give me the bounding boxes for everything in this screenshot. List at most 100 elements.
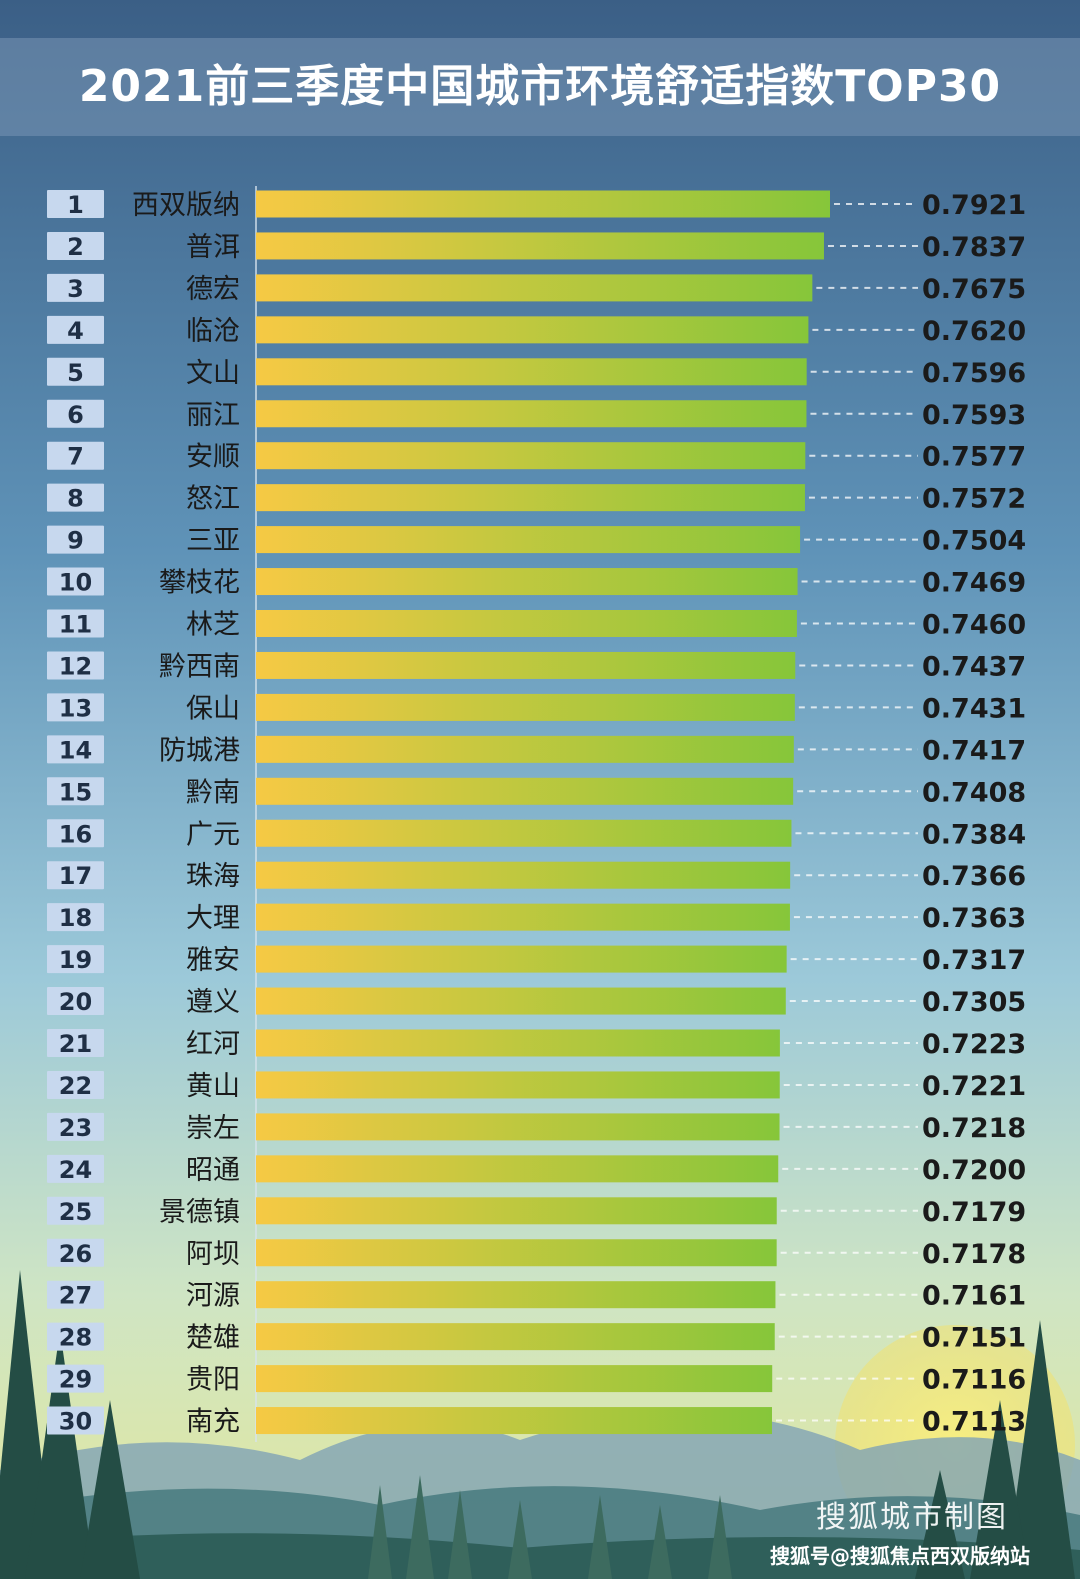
rank-label: 30 bbox=[59, 1408, 92, 1436]
rank-box bbox=[47, 399, 104, 428]
value-label: 0.7178 bbox=[922, 1239, 1026, 1270]
bar bbox=[256, 610, 797, 637]
value-label: 0.7161 bbox=[922, 1281, 1026, 1312]
rank-box bbox=[47, 1112, 104, 1141]
category-label: 黔西南 bbox=[159, 651, 240, 682]
category-label: 林芝 bbox=[186, 610, 240, 641]
bar-row: 24 昭通 0.7200 bbox=[47, 1154, 1026, 1186]
category-label: 广元 bbox=[186, 819, 240, 850]
bar-row: 1 西双版纳 0.7921 bbox=[47, 190, 1026, 221]
value-label: 0.7431 bbox=[922, 693, 1026, 724]
rank-box bbox=[47, 777, 104, 806]
value-label: 0.7837 bbox=[922, 232, 1026, 263]
category-label: 楚雄 bbox=[186, 1323, 240, 1354]
value-label: 0.7221 bbox=[922, 1071, 1026, 1102]
rank-label: 8 bbox=[67, 485, 84, 513]
value-label: 0.7151 bbox=[922, 1323, 1026, 1354]
bar-row: 12 黔西南 0.7437 bbox=[47, 651, 1026, 682]
bar-row: 19 雅安 0.7317 bbox=[47, 945, 1026, 976]
bar-row: 10 攀枝花 0.7469 bbox=[47, 567, 1026, 599]
value-label: 0.7460 bbox=[922, 610, 1026, 641]
rank-box bbox=[47, 273, 104, 302]
source-credit: 搜狐城市制图 bbox=[816, 1500, 1008, 1535]
value-label: 0.7437 bbox=[922, 651, 1026, 682]
category-label: 安顺 bbox=[186, 442, 240, 473]
category-label: 阿坝 bbox=[186, 1239, 240, 1270]
bar bbox=[256, 1281, 776, 1309]
rank-box bbox=[47, 903, 104, 932]
bar bbox=[256, 568, 798, 596]
bar bbox=[256, 861, 791, 889]
rank-label: 2 bbox=[67, 233, 84, 261]
category-label: 保山 bbox=[186, 693, 240, 724]
bar bbox=[256, 1029, 780, 1057]
bar bbox=[256, 316, 809, 344]
value-label: 0.7620 bbox=[922, 316, 1026, 347]
value-label: 0.7593 bbox=[922, 400, 1026, 431]
bar bbox=[256, 232, 824, 260]
value-label: 0.7200 bbox=[922, 1155, 1026, 1186]
rank-box bbox=[47, 651, 104, 680]
value-label: 0.7218 bbox=[922, 1113, 1026, 1144]
rank-label: 21 bbox=[59, 1030, 92, 1058]
category-label: 贵阳 bbox=[186, 1365, 240, 1396]
bar-row: 23 崇左 0.7218 bbox=[47, 1112, 1026, 1144]
rank-label: 10 bbox=[59, 569, 92, 597]
bar-row: 22 黄山 0.7221 bbox=[47, 1070, 1026, 1102]
value-label: 0.7417 bbox=[922, 735, 1026, 766]
title-band bbox=[0, 38, 1080, 136]
rank-box bbox=[47, 609, 104, 638]
value-label: 0.7384 bbox=[922, 819, 1026, 850]
category-label: 三亚 bbox=[186, 526, 240, 557]
bar bbox=[256, 484, 805, 512]
category-label: 西双版纳 bbox=[132, 190, 240, 221]
rank-label: 14 bbox=[59, 736, 92, 764]
category-label: 防城港 bbox=[159, 735, 240, 766]
value-label: 0.7305 bbox=[922, 987, 1026, 1018]
value-label: 0.7116 bbox=[922, 1365, 1026, 1396]
value-label: 0.7572 bbox=[922, 484, 1026, 515]
rank-box bbox=[47, 441, 104, 470]
rank-label: 6 bbox=[67, 401, 84, 429]
category-label: 大理 bbox=[186, 903, 240, 934]
rank-label: 17 bbox=[59, 862, 92, 890]
rank-box bbox=[47, 1154, 104, 1183]
category-label: 临沧 bbox=[186, 316, 240, 347]
value-label: 0.7504 bbox=[922, 526, 1026, 557]
bar bbox=[256, 693, 795, 721]
bar-row: 8 怒江 0.7572 bbox=[47, 483, 1026, 515]
bar bbox=[256, 526, 801, 554]
account-credit: 搜狐号@搜狐焦点西双版纳站 bbox=[770, 1544, 1030, 1568]
rank-label: 19 bbox=[59, 946, 92, 974]
value-label: 0.7366 bbox=[922, 861, 1026, 892]
bar-row: 18 大理 0.7363 bbox=[47, 903, 1026, 934]
bar-row: 28 楚雄 0.7151 bbox=[47, 1322, 1026, 1354]
bar-row: 25 景德镇 0.7179 bbox=[47, 1196, 1026, 1228]
rank-label: 24 bbox=[59, 1156, 92, 1184]
rank-label: 20 bbox=[59, 988, 92, 1016]
category-label: 珠海 bbox=[186, 861, 240, 892]
value-label: 0.7469 bbox=[922, 568, 1026, 599]
bar bbox=[256, 1113, 780, 1141]
category-label: 遵义 bbox=[186, 987, 240, 1018]
bar-row: 2 普洱 0.7837 bbox=[47, 231, 1026, 263]
rank-label: 7 bbox=[67, 443, 84, 471]
bar-row: 29 贵阳 0.7116 bbox=[47, 1364, 1026, 1396]
rank-label: 26 bbox=[59, 1240, 92, 1268]
bar bbox=[256, 1323, 775, 1351]
rank-box bbox=[47, 735, 104, 764]
bar-row: 15 黔南 0.7408 bbox=[47, 777, 1026, 808]
bar bbox=[256, 903, 790, 931]
bar-row: 5 文山 0.7596 bbox=[47, 357, 1026, 389]
rank-label: 11 bbox=[59, 611, 92, 639]
bar bbox=[256, 651, 796, 679]
rank-label: 22 bbox=[59, 1072, 92, 1100]
category-label: 黄山 bbox=[186, 1071, 240, 1102]
bar-row: 27 河源 0.7161 bbox=[47, 1280, 1026, 1312]
rank-box bbox=[47, 1238, 104, 1267]
rank-label: 12 bbox=[59, 652, 92, 680]
rank-label: 4 bbox=[67, 317, 84, 345]
bar-row: 3 德宏 0.7675 bbox=[47, 273, 1026, 305]
rank-label: 1 bbox=[67, 191, 84, 219]
rank-box bbox=[47, 945, 104, 974]
